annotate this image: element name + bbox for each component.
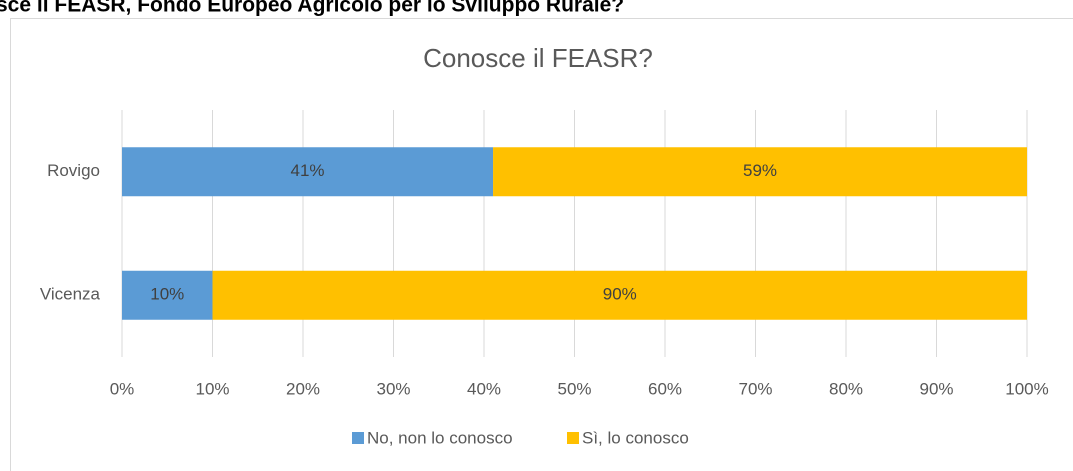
x-tick-label: 40%: [467, 379, 501, 398]
y-tick-label: Rovigo: [47, 161, 100, 180]
bar-segment: [122, 147, 494, 197]
x-tick-label: 100%: [1005, 379, 1048, 398]
x-tick-label: 0%: [110, 379, 135, 398]
x-tick-label: 90%: [919, 379, 953, 398]
legend-swatch: [567, 432, 579, 444]
legend-swatch: [352, 432, 364, 444]
page-header: sce il FEASR, Fondo Europeo Agricolo per…: [0, 0, 624, 17]
bar-segment: [493, 147, 1027, 197]
x-tick-label: 20%: [286, 379, 320, 398]
bar-segment: [212, 270, 1027, 320]
x-tick-label: 60%: [648, 379, 682, 398]
bar-segment: [122, 270, 213, 320]
x-tick-label: 50%: [557, 379, 591, 398]
x-tick-label: 30%: [376, 379, 410, 398]
data-label: 90%: [603, 285, 637, 304]
x-tick-label: 10%: [195, 379, 229, 398]
data-label: 59%: [743, 161, 777, 180]
data-label: 10%: [150, 285, 184, 304]
legend-label: Sì, lo conosco: [582, 428, 689, 447]
x-tick-label: 70%: [738, 379, 772, 398]
y-tick-label: Vicenza: [40, 285, 101, 304]
data-label: 41%: [291, 161, 325, 180]
chart-title: Conosce il FEASR?: [423, 43, 653, 73]
x-tick-label: 80%: [829, 379, 863, 398]
legend-label: No, non lo conosco: [367, 428, 513, 447]
chart-frame: [10, 18, 1073, 471]
